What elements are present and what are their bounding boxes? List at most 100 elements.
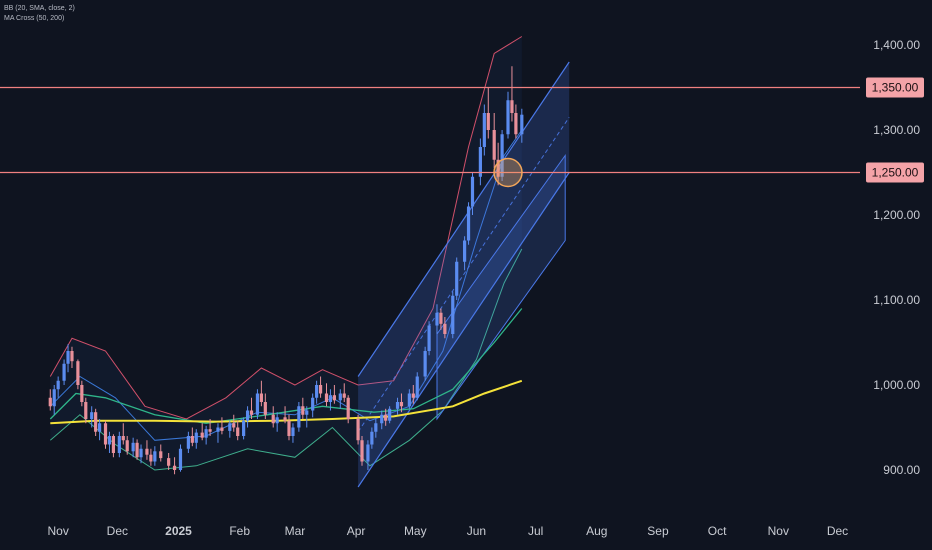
candle[interactable]: [411, 385, 415, 404]
candle[interactable]: [427, 321, 431, 356]
candle[interactable]: [366, 440, 370, 470]
candle[interactable]: [388, 406, 392, 424]
candle[interactable]: [466, 202, 471, 245]
candle[interactable]: [455, 257, 459, 301]
candle[interactable]: [216, 423, 220, 443]
candle[interactable]: [443, 317, 447, 339]
candle[interactable]: [492, 113, 496, 169]
candle[interactable]: [407, 389, 411, 409]
candle[interactable]: [190, 427, 194, 447]
candle[interactable]: [208, 419, 212, 436]
candle[interactable]: [62, 359, 66, 386]
candle[interactable]: [384, 408, 388, 426]
candle[interactable]: [167, 453, 171, 470]
candle[interactable]: [470, 172, 475, 216]
candle[interactable]: [283, 406, 287, 424]
candle[interactable]: [486, 87, 490, 139]
candle[interactable]: [139, 444, 143, 464]
candle[interactable]: [70, 346, 74, 368]
candle[interactable]: [204, 425, 208, 445]
channel-lower-line[interactable]: [357, 172, 570, 488]
candle[interactable]: [315, 380, 319, 404]
candle[interactable]: [228, 420, 232, 438]
candle[interactable]: [172, 457, 177, 475]
candle[interactable]: [52, 385, 56, 415]
candle[interactable]: [370, 427, 374, 449]
candle[interactable]: [496, 142, 500, 186]
candle[interactable]: [236, 420, 240, 441]
candle[interactable]: [76, 359, 80, 390]
candle[interactable]: [56, 376, 60, 398]
candle[interactable]: [514, 104, 518, 139]
candle[interactable]: [94, 408, 98, 436]
candle[interactable]: [107, 431, 112, 453]
level-price-tag[interactable]: 1,350.00: [866, 77, 924, 98]
candle[interactable]: [463, 236, 467, 271]
candle[interactable]: [291, 423, 295, 443]
candle[interactable]: [220, 417, 224, 435]
candle[interactable]: [194, 429, 198, 449]
candle[interactable]: [103, 420, 108, 449]
candle[interactable]: [242, 417, 246, 440]
legend-bb[interactable]: BB (20, SMA, close, 2): [4, 5, 75, 12]
time-axis[interactable]: Nov Dec 2025 Feb Mar Apr May Jun Jul Aug Sep Oct Nov…: [47, 524, 848, 538]
candle[interactable]: [153, 446, 157, 466]
candle[interactable]: [380, 410, 384, 430]
candle[interactable]: [374, 419, 378, 438]
candle[interactable]: [186, 431, 190, 453]
candle[interactable]: [482, 104, 486, 156]
candle[interactable]: [178, 444, 183, 472]
candle[interactable]: [346, 395, 350, 424]
candle[interactable]: [97, 419, 102, 441]
candle[interactable]: [520, 108, 524, 143]
candle[interactable]: [90, 406, 94, 428]
candle[interactable]: [271, 406, 275, 428]
candle[interactable]: [66, 344, 70, 373]
candle[interactable]: [423, 346, 427, 381]
candle[interactable]: [232, 414, 236, 432]
candle[interactable]: [318, 376, 323, 398]
candle[interactable]: [259, 380, 263, 407]
candle[interactable]: [435, 304, 439, 334]
candle[interactable]: [111, 434, 116, 458]
candle[interactable]: [324, 383, 329, 407]
candle[interactable]: [342, 383, 346, 402]
candle[interactable]: [332, 385, 336, 404]
candle[interactable]: [395, 397, 400, 415]
candle[interactable]: [311, 393, 315, 418]
candle[interactable]: [245, 406, 250, 428]
candle[interactable]: [356, 414, 360, 445]
candle[interactable]: [275, 412, 279, 432]
candle[interactable]: [80, 380, 84, 407]
candle[interactable]: [145, 440, 149, 460]
candle[interactable]: [255, 389, 260, 419]
candle[interactable]: [287, 414, 291, 441]
candle[interactable]: [249, 397, 254, 419]
candle[interactable]: [135, 439, 139, 460]
candle[interactable]: [439, 308, 443, 330]
level-price-tag[interactable]: 1,250.00: [866, 162, 924, 183]
channel-upper-line[interactable]: [357, 61, 570, 377]
candle[interactable]: [121, 423, 125, 445]
candle[interactable]: [506, 91, 510, 139]
candle[interactable]: [200, 423, 204, 441]
candle[interactable]: [360, 436, 364, 466]
candle[interactable]: [149, 448, 153, 466]
candle[interactable]: [131, 437, 135, 458]
inner-channel[interactable]: [436, 153, 566, 421]
candle[interactable]: [399, 393, 404, 413]
price-axis[interactable]: 1,400.00 1,300.00 1,200.00 1,100.00 1,000.00…: [873, 38, 920, 477]
candle[interactable]: [415, 372, 419, 401]
candle[interactable]: [510, 66, 514, 122]
highlight-circle-shape[interactable]: [493, 157, 523, 188]
candle[interactable]: [84, 397, 88, 424]
candle[interactable]: [338, 389, 342, 409]
candle[interactable]: [125, 436, 129, 455]
candle[interactable]: [328, 389, 333, 411]
candle[interactable]: [305, 406, 309, 428]
candle[interactable]: [297, 402, 301, 432]
candle[interactable]: [159, 444, 163, 462]
candle[interactable]: [263, 393, 267, 420]
candle[interactable]: [48, 389, 52, 411]
